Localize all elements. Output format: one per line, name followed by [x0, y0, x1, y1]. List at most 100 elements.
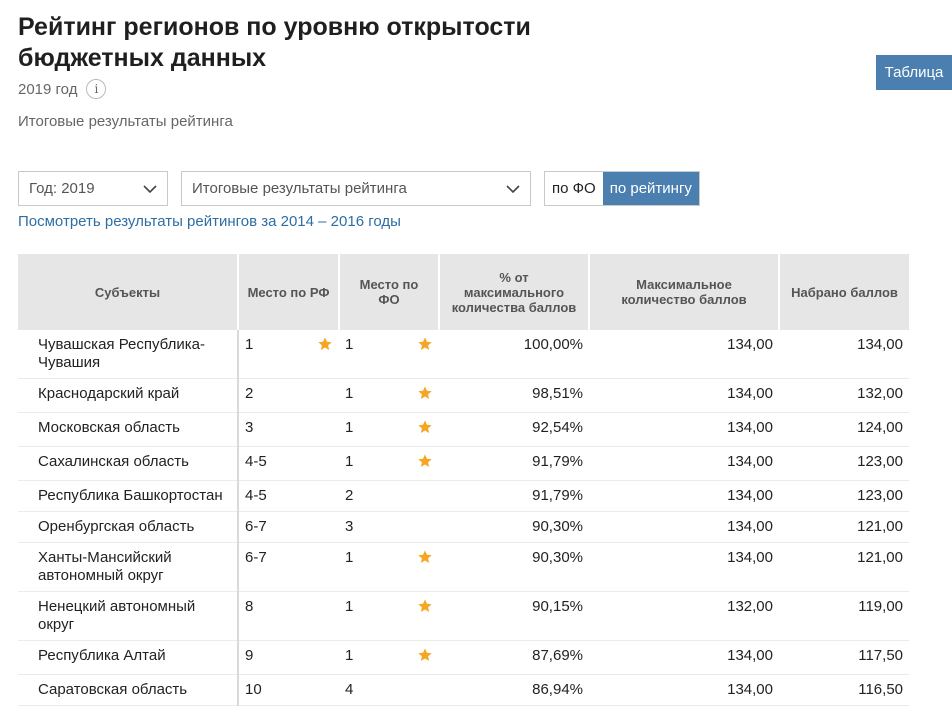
cell-max-score: 134,00	[589, 640, 779, 675]
cell-rank-rf: 4-5	[237, 446, 339, 481]
star-icon	[417, 549, 433, 570]
cell-rank-fo: 1	[339, 640, 439, 675]
cell-max-score: 134,00	[589, 674, 779, 706]
cell-score: 121,00	[779, 542, 909, 592]
table-row: Ханты-Мансийский автономный округ 6-7 1 90,…	[18, 542, 909, 592]
cell-score: 119,00	[779, 591, 909, 641]
page-title: Рейтинг регионов по уровню открытости бю…	[18, 13, 531, 72]
rank-rf-value: 9	[245, 647, 254, 664]
rank-rf-value: 10	[245, 681, 262, 698]
cell-subject: Московская область	[18, 412, 238, 447]
header-subject[interactable]: Субъекты	[18, 254, 238, 330]
cell-max-score: 134,00	[589, 542, 779, 592]
toggle-by-fo[interactable]: по ФО	[552, 180, 596, 197]
rank-fo-value: 1	[345, 336, 354, 353]
rank-fo-value: 1	[345, 453, 354, 470]
cell-score: 132,00	[779, 378, 909, 413]
cell-score: 121,00	[779, 511, 909, 543]
cell-rank-rf: 2	[237, 378, 339, 413]
cell-percent: 92,54%	[439, 412, 589, 447]
cell-percent: 91,79%	[439, 446, 589, 481]
toggle-by-rating[interactable]: по рейтингу	[602, 172, 699, 205]
sort-toggle: по ФО по рейтингу	[544, 171, 700, 206]
table-header-row: Субъекты Место по РФ Место по ФО % от ма…	[18, 254, 909, 330]
cell-score: 123,00	[779, 446, 909, 481]
cell-max-score: 134,00	[589, 511, 779, 543]
chevron-down-icon	[506, 184, 520, 193]
cell-percent: 98,51%	[439, 378, 589, 413]
rank-fo-value: 1	[345, 385, 354, 402]
header-rank-fo[interactable]: Место по ФО	[338, 254, 439, 330]
table-row: Саратовская область 10 4 86,94% 134,00 116,50	[18, 674, 909, 706]
table-view-button[interactable]: Таблица	[876, 55, 952, 90]
cell-rank-rf: 1	[237, 330, 339, 379]
cell-rank-fo: 4	[339, 674, 439, 706]
star-icon	[417, 419, 433, 440]
cell-subject: Оренбургская область	[18, 511, 238, 543]
cell-percent: 90,30%	[439, 511, 589, 543]
year-row: 2019 год i	[18, 79, 107, 99]
cell-rank-rf: 8	[237, 591, 339, 641]
cell-max-score: 134,00	[589, 412, 779, 447]
cell-percent: 90,15%	[439, 591, 589, 641]
cell-max-score: 134,00	[589, 378, 779, 413]
cell-score: 123,00	[779, 480, 909, 512]
star-icon	[417, 453, 433, 474]
rank-rf-value: 6-7	[245, 518, 267, 535]
star-icon	[417, 647, 433, 668]
rank-fo-value: 2	[345, 487, 354, 504]
cell-rank-rf: 3	[237, 412, 339, 447]
star-icon	[417, 336, 433, 357]
cell-max-score: 134,00	[589, 446, 779, 481]
cell-score: 134,00	[779, 330, 909, 379]
header-score[interactable]: Набрано баллов	[778, 254, 909, 330]
rating-type-select[interactable]: Итоговые результаты рейтинга	[181, 171, 531, 206]
star-icon	[417, 598, 433, 619]
table-row: Чувашская Республика-Чувашия 1 1 100,00% 134…	[18, 330, 909, 379]
rank-fo-value: 1	[345, 598, 354, 615]
rating-type-select-value: Итоговые результаты рейтинга	[192, 180, 407, 197]
star-icon	[317, 336, 333, 357]
cell-score: 117,50	[779, 640, 909, 675]
header-rank-rf[interactable]: Место по РФ	[237, 254, 339, 330]
table-row: Ненецкий автономный округ 8 1 90,15% 132,00 1…	[18, 591, 909, 641]
rank-fo-value: 1	[345, 549, 354, 566]
cell-rank-rf: 9	[237, 640, 339, 675]
rank-rf-value: 6-7	[245, 549, 267, 566]
cell-percent: 87,69%	[439, 640, 589, 675]
info-icon[interactable]: i	[86, 79, 107, 99]
cell-rank-fo: 2	[339, 480, 439, 512]
cell-max-score: 134,00	[589, 480, 779, 512]
cell-subject: Саратовская область	[18, 674, 238, 706]
star-icon	[417, 385, 433, 406]
cell-max-score: 132,00	[589, 591, 779, 641]
rank-rf-value: 8	[245, 598, 254, 615]
cell-subject: Чувашская Республика-Чувашия	[18, 330, 238, 379]
cell-max-score: 134,00	[589, 330, 779, 379]
chevron-down-icon	[143, 184, 157, 193]
cell-percent: 100,00%	[439, 330, 589, 379]
rank-rf-value: 4-5	[245, 453, 267, 470]
cell-rank-rf: 4-5	[237, 480, 339, 512]
cell-subject: Республика Башкортостан	[18, 480, 238, 512]
cell-percent: 91,79%	[439, 480, 589, 512]
header-max-score[interactable]: Максимальное количество баллов	[588, 254, 779, 330]
header-percent[interactable]: % от максимального количества баллов	[438, 254, 589, 330]
cell-subject: Сахалинская область	[18, 446, 238, 481]
cell-subject: Краснодарский край	[18, 378, 238, 413]
cell-rank-rf: 6-7	[237, 511, 339, 543]
table-row: Оренбургская область 6-7 3 90,30% 134,00 121,…	[18, 511, 909, 543]
table-row: Сахалинская область 4-5 1 91,79% 134,00 123,0…	[18, 446, 909, 481]
cell-subject: Ханты-Мансийский автономный округ	[18, 542, 238, 592]
year-select[interactable]: Год: 2019	[18, 171, 168, 206]
rank-rf-value: 1	[245, 336, 254, 353]
cell-rank-fo: 3	[339, 511, 439, 543]
cell-rank-fo: 1	[339, 542, 439, 592]
rank-fo-value: 1	[345, 419, 354, 436]
cell-subject: Республика Алтай	[18, 640, 238, 675]
history-results-link[interactable]: Посмотреть результаты рейтингов за 2014 …	[18, 213, 401, 230]
table-row: Республика Башкортостан 4-5 2 91,79% 134,00 1…	[18, 480, 909, 512]
cell-rank-fo: 1	[339, 330, 439, 379]
year-select-value: Год: 2019	[29, 180, 95, 197]
rank-fo-value: 4	[345, 681, 354, 698]
